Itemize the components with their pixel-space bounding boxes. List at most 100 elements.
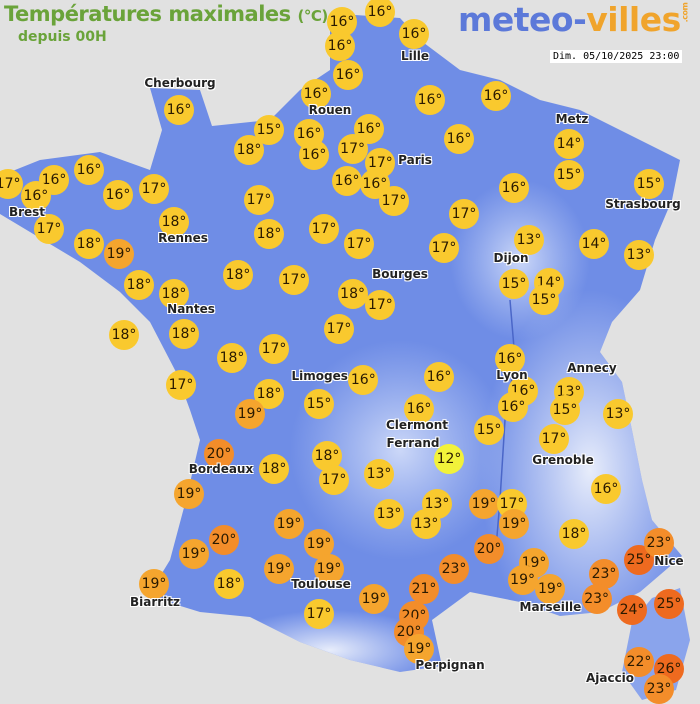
temperature-marker[interactable]: 17°	[429, 233, 459, 263]
temperature-marker[interactable]: 21°	[409, 574, 439, 604]
temperature-marker[interactable]: 19°	[274, 509, 304, 539]
temperature-marker[interactable]: 16°	[103, 180, 133, 210]
temperature-marker[interactable]: 16°	[481, 81, 511, 111]
temperature-marker[interactable]: 13°	[411, 509, 441, 539]
temperature-value: 20°	[206, 446, 232, 462]
meteo-villes-logo[interactable]: meteo-villes .com	[458, 0, 689, 39]
temperature-marker[interactable]: 16°	[444, 124, 474, 154]
temperature-marker[interactable]: 19°	[139, 569, 169, 599]
temperature-marker[interactable]: 19°	[264, 554, 294, 584]
temperature-marker[interactable]: 16°	[499, 173, 529, 203]
temperature-marker[interactable]: 18°	[159, 279, 189, 309]
temperature-marker[interactable]: 20°	[204, 439, 234, 469]
temperature-marker[interactable]: 17°	[319, 465, 349, 495]
temperature-marker[interactable]: 19°	[404, 634, 434, 665]
temperature-marker[interactable]: 15°	[634, 169, 664, 199]
temperature-marker[interactable]: 13°	[514, 225, 544, 255]
temperature-marker[interactable]: 18°	[259, 454, 289, 484]
temperature-marker[interactable]: 17°	[34, 214, 64, 244]
temperature-marker[interactable]: 18°	[169, 319, 199, 349]
temperature-marker[interactable]: 19°	[507, 565, 538, 595]
temperature-marker[interactable]: 18°	[124, 270, 154, 300]
temperature-marker[interactable]: 23°	[581, 584, 612, 614]
temperature-marker[interactable]: 17°	[259, 334, 289, 364]
temperature-marker[interactable]: 23°	[644, 528, 674, 558]
temperature-marker[interactable]: 16°	[359, 168, 390, 199]
temperature-marker[interactable]: 18°	[214, 569, 244, 599]
temperature-marker[interactable]: 18°	[337, 279, 368, 309]
temperature-marker[interactable]: 18°	[109, 320, 139, 350]
temperature-marker[interactable]: 17°	[279, 265, 309, 295]
temperature-marker[interactable]: 25°	[654, 589, 684, 619]
temperature-marker[interactable]: 19°	[104, 239, 134, 269]
temperature-marker[interactable]: 16°	[301, 79, 331, 109]
temperature-marker[interactable]: 13°	[603, 399, 633, 429]
temperature-marker[interactable]: 18°	[234, 135, 264, 165]
temperature-marker[interactable]: 12°	[434, 444, 464, 474]
temperature-marker[interactable]: 17°	[449, 199, 479, 229]
temperature-marker[interactable]: 19°	[179, 539, 209, 569]
temperature-marker[interactable]: 17°	[139, 174, 169, 204]
temperature-marker[interactable]: 23°	[644, 674, 674, 704]
temperature-marker[interactable]: 13°	[364, 459, 394, 489]
temperature-marker[interactable]: 16°	[495, 344, 525, 375]
temperature-marker[interactable]: 17°	[365, 148, 396, 178]
temperature-marker[interactable]: 16°	[498, 391, 528, 422]
temperature-marker[interactable]: 14°	[554, 129, 584, 159]
temperature-marker[interactable]: 18°	[559, 519, 589, 549]
temperature-marker[interactable]: 16°	[404, 394, 434, 424]
temperature-marker[interactable]: 16°	[39, 164, 69, 195]
temperature-marker[interactable]: 17°	[365, 290, 396, 320]
temperature-marker[interactable]: 19°	[499, 509, 529, 539]
temperature-marker[interactable]: 17°	[539, 424, 569, 454]
temperature-marker[interactable]: 16°	[20, 181, 51, 212]
temperature-marker[interactable]: 16°	[348, 365, 379, 395]
temperature-marker[interactable]: 17°	[344, 229, 374, 259]
temperature-marker[interactable]: 17°	[0, 169, 24, 199]
temperature-marker[interactable]: 16°	[424, 362, 454, 392]
temperature-marker[interactable]: 17°	[304, 599, 334, 629]
temperature-marker[interactable]: 13°	[624, 240, 654, 270]
temperature-marker[interactable]: 19°	[359, 584, 389, 614]
temperature-marker[interactable]: 16°	[299, 140, 329, 170]
temperature-marker[interactable]: 16°	[74, 155, 104, 185]
temperature-marker[interactable]: 20°	[474, 534, 504, 564]
temperature-marker[interactable]: 19°	[314, 554, 344, 584]
temperature-marker[interactable]: 24°	[617, 595, 647, 625]
temperature-marker[interactable]: 15°	[529, 285, 559, 315]
temperature-marker[interactable]: 16°	[415, 85, 445, 115]
temperature-marker[interactable]: 23°	[439, 554, 469, 584]
temperature-marker[interactable]: 17°	[166, 370, 196, 400]
temperature-marker[interactable]: 16°	[333, 60, 363, 90]
temperature-marker[interactable]: 18°	[223, 260, 253, 290]
temperature-marker[interactable]: 13°	[374, 499, 404, 529]
temperature-marker[interactable]: 19°	[469, 489, 499, 519]
temperature-marker[interactable]: 19°	[535, 574, 566, 604]
temperature-marker[interactable]: 16°	[332, 166, 363, 196]
city-label: Metz	[555, 112, 589, 126]
temperature-marker[interactable]: 15°	[499, 269, 529, 299]
temperature-marker[interactable]: 18°	[159, 207, 189, 237]
temperature-marker[interactable]: 18°	[217, 343, 247, 373]
temperature-marker[interactable]: 14°	[579, 229, 609, 259]
temperature-marker[interactable]: 16°	[365, 0, 395, 27]
temperature-marker[interactable]: 15°	[304, 389, 334, 419]
temperature-marker[interactable]: 19°	[174, 479, 204, 509]
temperature-marker[interactable]: 16°	[164, 95, 194, 125]
temperature-marker[interactable]: 15°	[474, 415, 504, 445]
temperature-marker[interactable]: 18°	[254, 219, 284, 249]
temperature-marker[interactable]: 19°	[235, 399, 265, 429]
temperature-marker[interactable]: 17°	[379, 185, 409, 216]
temperature-marker[interactable]: 17°	[337, 134, 368, 164]
temperature-marker[interactable]: 17°	[324, 314, 354, 344]
temperature-marker[interactable]: 17°	[309, 214, 339, 244]
temperature-marker[interactable]: 15°	[550, 395, 580, 425]
temperature-marker[interactable]: 17°	[244, 185, 274, 215]
temperature-marker[interactable]: 22°	[624, 647, 654, 677]
temperature-marker[interactable]: 16°	[399, 19, 429, 49]
temperature-marker[interactable]: 18°	[74, 229, 104, 259]
temperature-marker[interactable]: 16°	[591, 474, 621, 504]
temperature-marker[interactable]: 20°	[209, 525, 239, 555]
temperature-marker[interactable]: 16°	[325, 31, 355, 61]
temperature-marker[interactable]: 15°	[554, 160, 584, 190]
